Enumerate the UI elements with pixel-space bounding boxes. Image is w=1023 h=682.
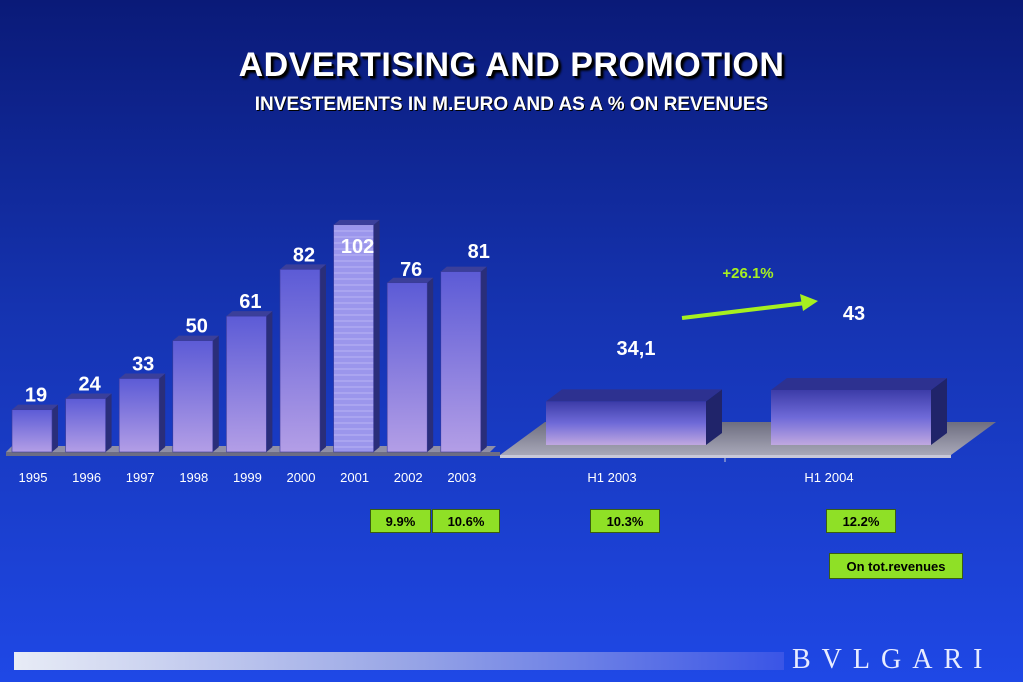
left-floor-edge xyxy=(6,452,500,456)
tick-label: 1995 xyxy=(19,470,48,485)
bar-side xyxy=(159,373,166,452)
bar-top xyxy=(172,335,219,341)
bar-side xyxy=(427,277,434,452)
revenue-pct-badge: 10.3% xyxy=(590,509,660,533)
tick-label: H1 2003 xyxy=(587,470,636,485)
bar-top xyxy=(333,219,380,225)
revenue-pct-badge: 10.6% xyxy=(432,509,500,533)
data-label: 81 xyxy=(468,241,490,263)
tick-label: 2002 xyxy=(394,470,423,485)
growth-label: +26.1% xyxy=(722,265,773,282)
bar xyxy=(333,224,374,453)
data-label: 19 xyxy=(25,385,47,407)
bar xyxy=(771,390,931,445)
bar-top xyxy=(440,266,487,272)
data-label: 102 xyxy=(341,236,374,258)
data-label: 34,1 xyxy=(617,338,656,360)
revenue-pct-badge: 9.9% xyxy=(370,509,431,533)
revenue-note: On tot.revenues xyxy=(829,553,963,579)
bar xyxy=(279,269,321,453)
tick-label: 2003 xyxy=(447,470,476,485)
data-label: 82 xyxy=(293,244,315,266)
tick-label: H1 2004 xyxy=(804,470,853,485)
bar-side xyxy=(105,393,112,452)
bar-side xyxy=(706,389,722,445)
tick-label: 2001 xyxy=(340,470,369,485)
chart-subtitle: INVESTEMENTS IN M.EURO AND AS A % ON REV… xyxy=(254,94,769,115)
bar-side xyxy=(266,311,273,452)
footer-bar xyxy=(14,652,784,670)
bar xyxy=(65,398,106,453)
bar xyxy=(226,315,267,453)
data-label: 50 xyxy=(186,316,208,338)
bar-side xyxy=(480,266,487,452)
data-label: 61 xyxy=(239,291,261,313)
tick-label: 1998 xyxy=(179,470,208,485)
bar-top xyxy=(65,393,112,399)
bar xyxy=(440,271,482,453)
data-label: 43 xyxy=(843,303,865,325)
bar-side xyxy=(373,219,380,452)
data-label: 76 xyxy=(400,259,422,281)
bar-top xyxy=(119,373,166,379)
bar xyxy=(11,409,53,453)
growth-arrowhead xyxy=(800,294,818,311)
tick-label: 1996 xyxy=(72,470,101,485)
data-label: 24 xyxy=(78,374,101,396)
bar-side xyxy=(931,378,947,445)
bar-side xyxy=(320,264,326,452)
tick-label: 1999 xyxy=(233,470,262,485)
bar-side xyxy=(212,335,219,452)
growth-arrow xyxy=(681,301,807,320)
tick-label: 1997 xyxy=(126,470,155,485)
revenue-pct-badge: 12.2% xyxy=(826,509,896,533)
bar-top xyxy=(387,277,434,283)
bar-top xyxy=(771,378,947,390)
bar-top xyxy=(280,264,326,270)
bar-side xyxy=(52,404,58,452)
bar xyxy=(386,282,428,453)
brand-logo: BVLGARI xyxy=(792,644,994,675)
chart-title: ADVERTISING AND PROMOTION xyxy=(238,46,785,84)
bar-top xyxy=(226,311,273,317)
data-label: 33 xyxy=(132,354,154,376)
bar xyxy=(546,401,706,445)
bar-top xyxy=(12,404,58,410)
bar xyxy=(172,340,214,453)
bar xyxy=(118,378,160,453)
bar-top xyxy=(546,389,722,402)
tick-label: 2000 xyxy=(287,470,316,485)
